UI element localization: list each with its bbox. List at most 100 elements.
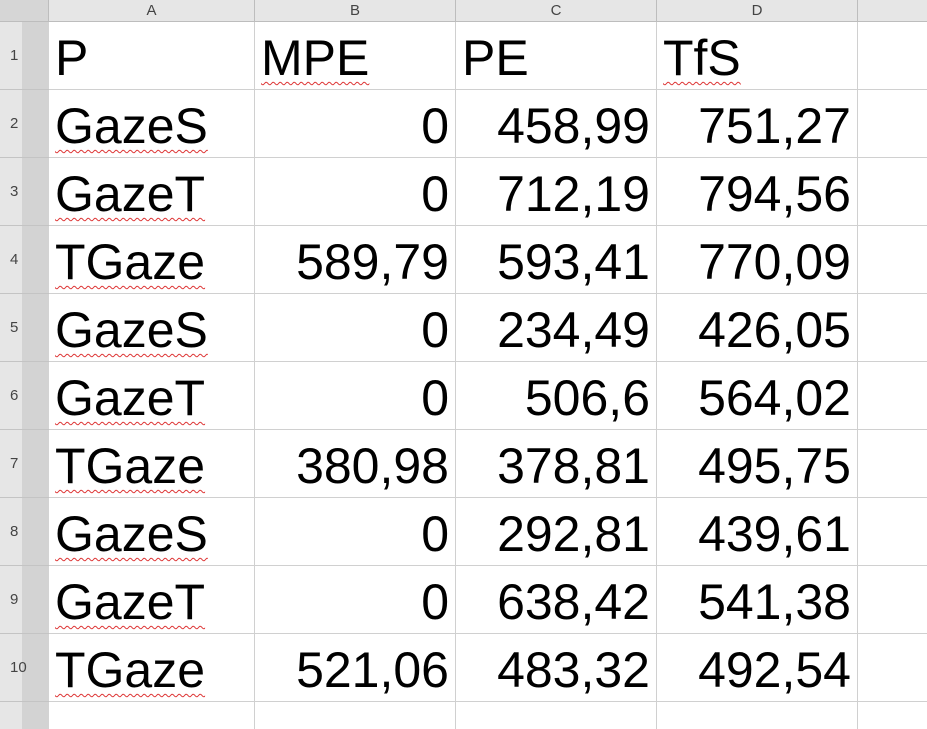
cell-e8[interactable] [858, 498, 927, 566]
column-header-bar [0, 0, 927, 22]
cell-value: TfS [663, 30, 741, 86]
row-header-8[interactable]: 8 [0, 498, 49, 566]
cell-d3[interactable]: 794,56 [657, 158, 858, 226]
cell-b3[interactable]: 0 [255, 158, 456, 226]
cell-value: 712,19 [497, 166, 650, 222]
cell-value: GazeS [55, 98, 208, 154]
cell-e5[interactable] [858, 294, 927, 362]
cell-a7[interactable]: TGaze [49, 430, 255, 498]
cell-value: GazeT [55, 574, 206, 630]
cell-value: MPE [261, 30, 370, 86]
cell-a3[interactable]: GazeT [49, 158, 255, 226]
cell-d11[interactable] [657, 702, 858, 729]
cell-e7[interactable] [858, 430, 927, 498]
row-header-7[interactable]: 7 [0, 430, 49, 498]
cell-value: 593,41 [497, 234, 650, 290]
select-all-corner[interactable] [0, 0, 49, 22]
cell-value: 0 [421, 574, 449, 630]
cell-d5[interactable]: 426,05 [657, 294, 858, 362]
cell-b11[interactable] [255, 702, 456, 729]
cell-value: 483,32 [497, 642, 650, 698]
cell-a4[interactable]: TGaze [49, 226, 255, 294]
cell-c10[interactable]: 483,32 [456, 634, 657, 702]
cell-a10[interactable]: TGaze [49, 634, 255, 702]
cell-d10[interactable]: 492,54 [657, 634, 858, 702]
cell-b5[interactable]: 0 [255, 294, 456, 362]
cell-value: 380,98 [296, 438, 449, 494]
cell-e9[interactable] [858, 566, 927, 634]
row-header-9[interactable]: 9 [0, 566, 49, 634]
cell-value: 0 [421, 302, 449, 358]
column-header-a[interactable]: A [49, 0, 255, 22]
cell-e2[interactable] [858, 90, 927, 158]
cell-d7[interactable]: 495,75 [657, 430, 858, 498]
cell-b8[interactable]: 0 [255, 498, 456, 566]
cell-c1[interactable]: PE [456, 22, 657, 90]
cell-value: PE [462, 30, 529, 86]
column-header-d[interactable]: D [657, 0, 858, 22]
cell-c4[interactable]: 593,41 [456, 226, 657, 294]
cell-value: 0 [421, 166, 449, 222]
cell-d1[interactable]: TfS [657, 22, 858, 90]
cell-e6[interactable] [858, 362, 927, 430]
cell-value: 495,75 [698, 438, 851, 494]
cell-value: 0 [421, 370, 449, 426]
cell-b6[interactable]: 0 [255, 362, 456, 430]
cell-a6[interactable]: GazeT [49, 362, 255, 430]
cell-b9[interactable]: 0 [255, 566, 456, 634]
row-header-3[interactable]: 3 [0, 158, 49, 226]
cell-a1[interactable]: P [49, 22, 255, 90]
cell-c5[interactable]: 234,49 [456, 294, 657, 362]
column-header-b[interactable]: B [255, 0, 456, 22]
row-header-11[interactable] [0, 702, 49, 729]
cell-value: 426,05 [698, 302, 851, 358]
row-header-10[interactable]: 10 [0, 634, 49, 702]
cell-d8[interactable]: 439,61 [657, 498, 858, 566]
cell-d9[interactable]: 541,38 [657, 566, 858, 634]
cell-value: GazeS [55, 302, 208, 358]
cell-c7[interactable]: 378,81 [456, 430, 657, 498]
cell-value: 751,27 [698, 98, 851, 154]
cell-d6[interactable]: 564,02 [657, 362, 858, 430]
cell-d2[interactable]: 751,27 [657, 90, 858, 158]
cell-value: 638,42 [497, 574, 650, 630]
cell-b4[interactable]: 589,79 [255, 226, 456, 294]
cell-c9[interactable]: 638,42 [456, 566, 657, 634]
cell-e4[interactable] [858, 226, 927, 294]
cell-value: 234,49 [497, 302, 650, 358]
column-header-e[interactable] [858, 0, 927, 22]
cell-value: 492,54 [698, 642, 851, 698]
cell-c8[interactable]: 292,81 [456, 498, 657, 566]
cell-value: 378,81 [497, 438, 650, 494]
row-header-2[interactable]: 2 [0, 90, 49, 158]
cell-e1[interactable] [858, 22, 927, 90]
cell-b2[interactable]: 0 [255, 90, 456, 158]
cell-e10[interactable] [858, 634, 927, 702]
cell-b10[interactable]: 521,06 [255, 634, 456, 702]
cell-e11[interactable] [858, 702, 927, 729]
cell-b7[interactable]: 380,98 [255, 430, 456, 498]
cell-c3[interactable]: 712,19 [456, 158, 657, 226]
cell-a9[interactable]: GazeT [49, 566, 255, 634]
cell-b1[interactable]: MPE [255, 22, 456, 90]
cell-e3[interactable] [858, 158, 927, 226]
cell-a11[interactable] [49, 702, 255, 729]
row-header-4[interactable]: 4 [0, 226, 49, 294]
cell-value: 292,81 [497, 506, 650, 562]
cell-a5[interactable]: GazeS [49, 294, 255, 362]
cell-c2[interactable]: 458,99 [456, 90, 657, 158]
cell-d4[interactable]: 770,09 [657, 226, 858, 294]
cell-value: GazeT [55, 370, 206, 426]
row-header-1[interactable]: 1 [0, 22, 49, 90]
cell-a8[interactable]: GazeS [49, 498, 255, 566]
cell-value: 0 [421, 98, 449, 154]
row-header-6[interactable]: 6 [0, 362, 49, 430]
cell-c11[interactable] [456, 702, 657, 729]
cell-c6[interactable]: 506,6 [456, 362, 657, 430]
cell-value: TGaze [55, 642, 206, 698]
column-header-c[interactable]: C [456, 0, 657, 22]
cell-value: TGaze [55, 438, 206, 494]
row-header-5[interactable]: 5 [0, 294, 49, 362]
cell-a2[interactable]: GazeS [49, 90, 255, 158]
